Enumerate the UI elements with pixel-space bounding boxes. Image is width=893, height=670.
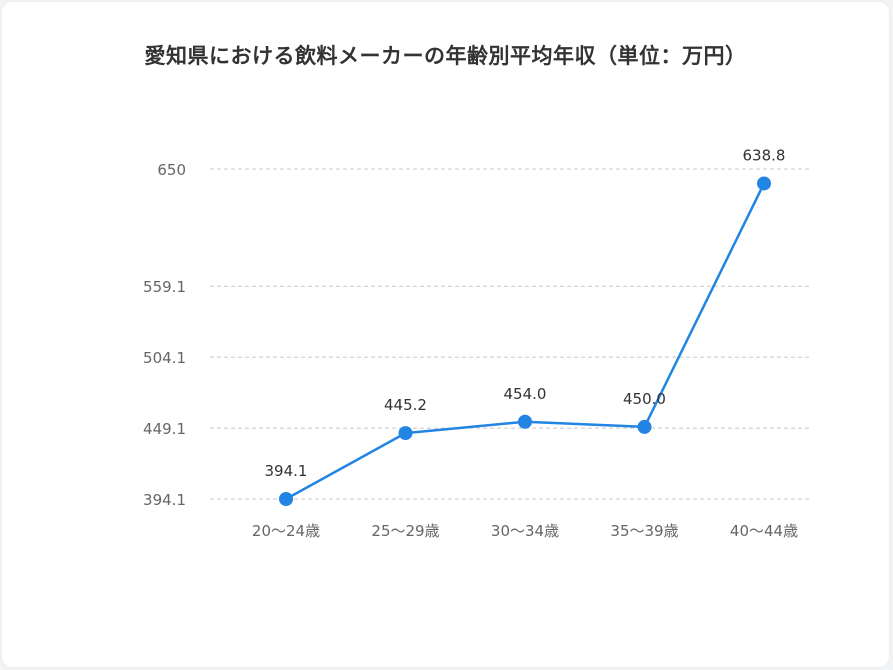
data-label: 445.2 — [384, 396, 427, 414]
data-point[interactable] — [637, 419, 652, 434]
data-label: 450.0 — [623, 390, 666, 408]
y-tick-label: 650 — [157, 161, 186, 179]
x-tick-label: 30〜34歳 — [491, 522, 559, 540]
x-tick-label: 20〜24歳 — [252, 522, 320, 540]
data-label: 454.0 — [504, 385, 547, 403]
chart-title: 愛知県における飲料メーカーの年齢別平均年収（単位：万円） — [144, 44, 747, 68]
y-tick-label: 449.1 — [143, 420, 186, 438]
data-label: 638.8 — [743, 146, 786, 164]
data-point[interactable] — [757, 176, 771, 191]
y-tick-label: 394.1 — [143, 491, 186, 509]
x-tick-label: 40〜44歳 — [730, 522, 798, 540]
data-point[interactable] — [279, 492, 293, 506]
data-label: 394.1 — [265, 462, 308, 480]
x-tick-label: 25〜29歳 — [371, 522, 439, 540]
y-tick-label: 504.1 — [143, 349, 186, 367]
x-tick-label: 35〜39歳 — [610, 522, 678, 540]
y-tick-label: 559.1 — [143, 278, 186, 296]
data-point[interactable] — [518, 414, 532, 429]
data-point[interactable] — [398, 426, 413, 441]
series-line — [284, 182, 766, 501]
